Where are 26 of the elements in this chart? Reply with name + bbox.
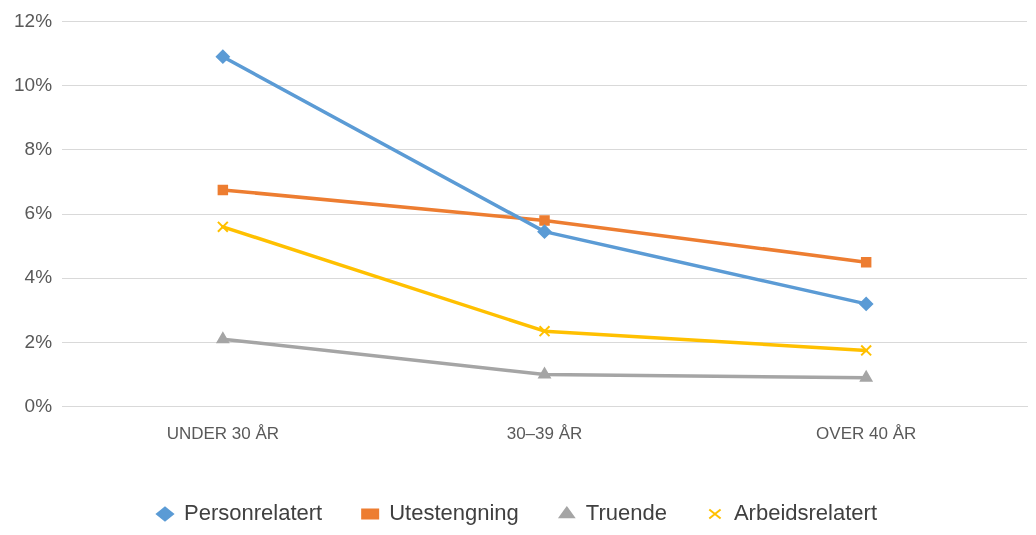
point bbox=[538, 367, 551, 379]
point bbox=[215, 49, 230, 64]
point bbox=[859, 296, 874, 311]
x-tick-label: 30–39 ÅR bbox=[506, 424, 583, 444]
y-tick-label: 2% bbox=[24, 330, 53, 352]
point bbox=[216, 220, 229, 233]
point bbox=[860, 344, 873, 357]
x-tick-label: OVER 40 ÅR bbox=[816, 424, 917, 444]
legend-label: Personrelatert bbox=[183, 500, 323, 526]
y-tick-label: 8% bbox=[24, 138, 53, 160]
point bbox=[538, 325, 551, 338]
y-tick-label: 4% bbox=[24, 266, 53, 288]
legend-label: Utestengning bbox=[389, 500, 519, 526]
point bbox=[217, 184, 229, 196]
y-tick-label: 6% bbox=[24, 202, 53, 224]
y-tick-label: 10% bbox=[14, 73, 53, 95]
point bbox=[539, 215, 550, 226]
legend-label: Arbeidsrelatert bbox=[733, 500, 878, 526]
x-tick-label: UNDER 30 ÅR bbox=[166, 424, 280, 444]
y-tick-label: 12% bbox=[14, 9, 53, 31]
y-tick-label: 0% bbox=[24, 394, 53, 416]
point bbox=[860, 256, 872, 268]
point bbox=[537, 224, 552, 239]
point bbox=[216, 332, 230, 344]
legend-label: Truende bbox=[585, 500, 667, 526]
point bbox=[859, 370, 873, 382]
